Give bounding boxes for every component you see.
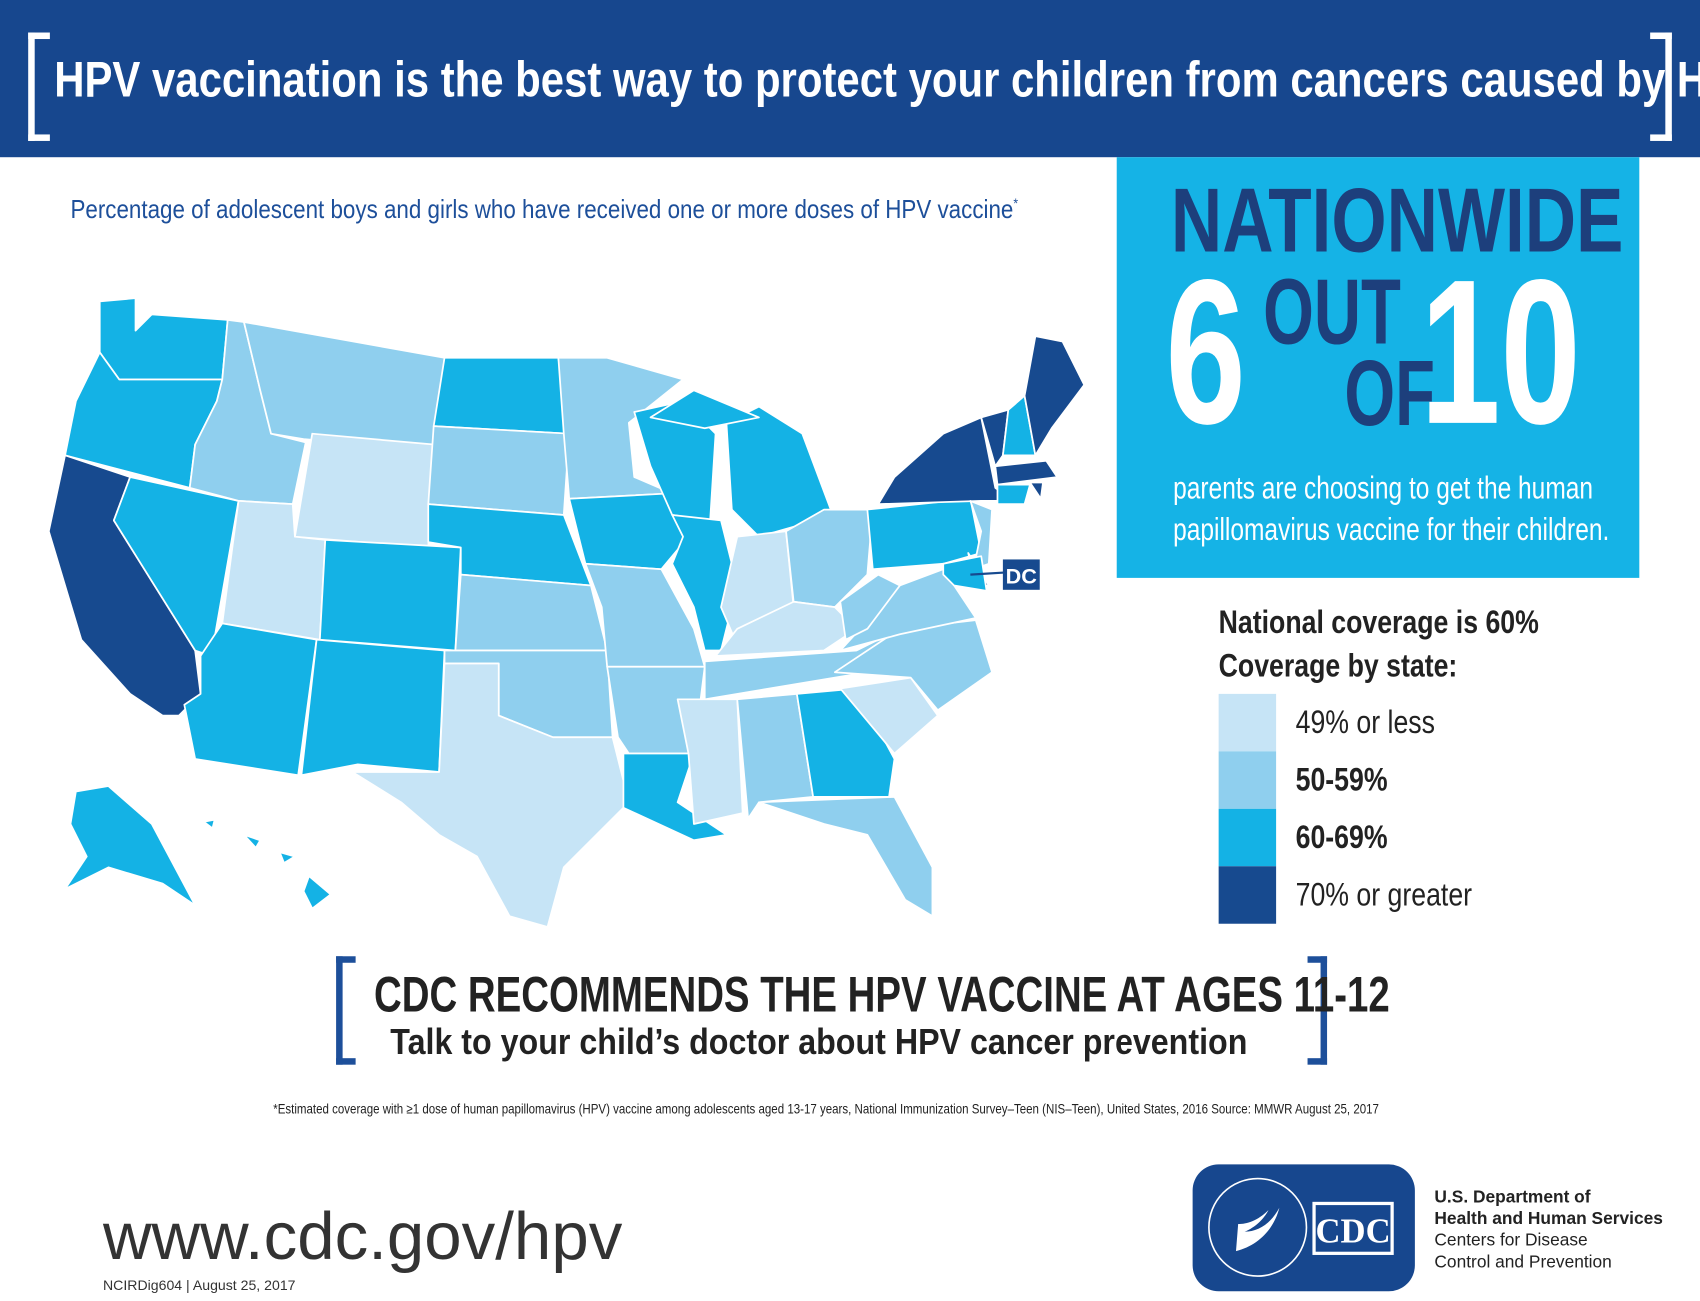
- national-coverage: National coverage is 60%: [1218, 604, 1539, 641]
- state-mi: [649, 389, 760, 430]
- footnote: *Estimated coverage with ≥1 dose of huma…: [273, 1101, 1379, 1117]
- recommendation-headline: CDC RECOMMENDS THE HPV VACCINE AT AGES 1…: [374, 966, 1390, 1023]
- state-wa: [98, 297, 229, 381]
- cdc-logo-text: CDC: [1316, 1211, 1391, 1250]
- state-sc: [839, 676, 939, 755]
- hhs-cdc-logo: CDC: [1192, 1164, 1415, 1292]
- dc-marker: [1002, 559, 1040, 590]
- callout-text: parents are choosing to get the human pa…: [1173, 471, 1610, 548]
- headline: HPV vaccination is the best way to prote…: [54, 50, 1700, 108]
- state-sd: [427, 425, 571, 516]
- state-ri: [1029, 481, 1044, 500]
- subtitle-text: Percentage of adolescent boys and girls …: [70, 195, 1014, 225]
- state-il: [671, 514, 739, 652]
- dc-leader-line: [970, 571, 1007, 576]
- legend-swatch-50-59: [1218, 751, 1277, 809]
- state-hi: [302, 875, 332, 910]
- state-pa: [866, 497, 983, 571]
- map-subtitle: Percentage of adolescent boys and girls …: [70, 195, 1018, 225]
- state-tx: [351, 662, 630, 928]
- agency-name: U.S. Department of Health and Human Serv…: [1434, 1187, 1662, 1274]
- state-ky: [714, 600, 858, 657]
- document-code: NCIRDig604 | August 25, 2017: [102, 1277, 296, 1294]
- legend-label: 60-69%: [1295, 819, 1388, 856]
- website-link[interactable]: www.cdc.gov/hpv: [102, 1199, 623, 1274]
- state-co: [318, 539, 462, 652]
- state-hi: [243, 833, 262, 849]
- legend-swatch-49-or-less: [1218, 693, 1277, 752]
- state-ma: [994, 459, 1058, 486]
- state-ak: [64, 785, 197, 907]
- agency-line: Centers for Disease: [1434, 1231, 1588, 1251]
- legend-title: Coverage by state:: [1218, 648, 1458, 685]
- out-word: OUT: [1263, 260, 1401, 365]
- agency-line: U.S. Department of: [1434, 1188, 1591, 1207]
- state-nd: [432, 356, 571, 435]
- dc-label: DC: [1006, 563, 1038, 588]
- nationwide-callout: [1116, 157, 1640, 578]
- state-md: [942, 555, 988, 592]
- recommendation-sub: Talk to your child’s doctor about HPV ca…: [390, 1021, 1248, 1062]
- ten-number: 10: [1420, 237, 1581, 468]
- header-banner: [0, 0, 1700, 158]
- state-me: [1023, 335, 1086, 457]
- right-bracket: [1307, 956, 1328, 1065]
- state-ny: [877, 416, 1015, 506]
- state-nm: [300, 638, 446, 777]
- agency-line: Health and Human Services: [1434, 1209, 1663, 1229]
- left-bracket: [336, 956, 356, 1065]
- state-mn: [557, 356, 684, 500]
- state-ms: [676, 698, 744, 825]
- left-bracket: [28, 32, 50, 141]
- of-word: OF: [1344, 341, 1436, 446]
- legend-label: 49% or less: [1295, 704, 1435, 741]
- nationwide-label: NATIONWIDE: [1170, 169, 1624, 272]
- state-ks: [454, 573, 609, 652]
- state-hi: [278, 851, 296, 864]
- legend-swatch-60-69: [1218, 808, 1277, 867]
- legend-label: 50-59%: [1295, 762, 1388, 798]
- right-bracket: [1650, 32, 1672, 141]
- state-ct: [996, 483, 1031, 506]
- agency-line: Control and Prevention: [1434, 1253, 1612, 1272]
- state-fl: [758, 796, 934, 918]
- footnote-mark: *: [1013, 195, 1019, 212]
- state-al: [736, 693, 815, 820]
- state-hi: [202, 818, 216, 830]
- state-ia: [568, 492, 690, 571]
- hhs-seal-icon: CDC: [1208, 1177, 1394, 1277]
- state-wv: [839, 573, 901, 641]
- legend-label: 70% or greater: [1295, 877, 1473, 913]
- state-wy: [294, 432, 435, 549]
- legend-swatch-70-plus: [1218, 866, 1277, 924]
- six-number: 6: [1165, 237, 1246, 468]
- state-mt: [243, 321, 446, 451]
